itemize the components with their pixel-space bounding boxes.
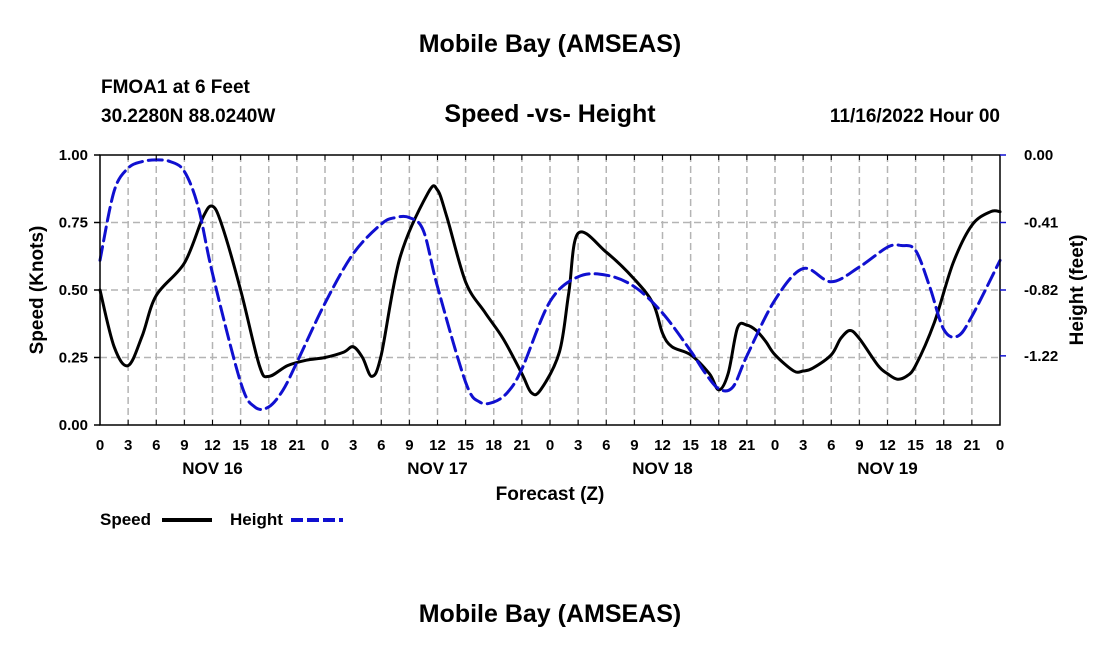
coordinates-label: 30.2280N 88.0240W bbox=[101, 106, 276, 127]
y2-tick-label: -1.22 bbox=[1024, 348, 1058, 365]
x-tick-label: 18 bbox=[935, 437, 952, 454]
y2-tick-label: -0.41 bbox=[1024, 215, 1058, 232]
x-tick-label: 21 bbox=[964, 437, 981, 454]
x-tick-label: 21 bbox=[289, 437, 306, 454]
legend-speed-label: Speed bbox=[100, 510, 151, 529]
x-tick-label: 0 bbox=[321, 437, 329, 454]
x-tick-label: 3 bbox=[574, 437, 582, 454]
x-tick-label: 21 bbox=[514, 437, 531, 454]
x-tick-label: 12 bbox=[429, 437, 446, 454]
x-tick-label: 3 bbox=[124, 437, 132, 454]
x-tick-label: 9 bbox=[405, 437, 413, 454]
forecast-datetime: 11/16/2022 Hour 00 bbox=[829, 106, 1000, 127]
x-tick-label: 12 bbox=[204, 437, 221, 454]
x-tick-label: 15 bbox=[907, 437, 924, 454]
x-tick-label: 9 bbox=[180, 437, 188, 454]
y2-axis-label: Height (feet) bbox=[1067, 235, 1088, 346]
speed-series-line bbox=[98, 184, 1002, 397]
x-tick-label: 15 bbox=[232, 437, 249, 454]
x-tick-label: 0 bbox=[546, 437, 554, 454]
x-tick-label: 3 bbox=[349, 437, 357, 454]
y-tick-label: 0.75 bbox=[59, 215, 88, 232]
bottom-title: Mobile Bay (AMSEAS) bbox=[418, 600, 682, 628]
x-tick-label: 0 bbox=[996, 437, 1004, 454]
legend-height-label: Height bbox=[230, 510, 283, 529]
y-axis-label: Speed (Knots) bbox=[27, 226, 48, 355]
x-tick-label: 6 bbox=[827, 437, 835, 454]
x-tick-label: 12 bbox=[654, 437, 671, 454]
x-tick-label: 9 bbox=[630, 437, 638, 454]
x-tick-label: 6 bbox=[602, 437, 610, 454]
chart-subtitle: Speed -vs- Height bbox=[444, 100, 656, 128]
x-tick-label: 0 bbox=[771, 437, 779, 454]
x-tick-label: 0 bbox=[96, 437, 104, 454]
x-tick-label: 21 bbox=[739, 437, 756, 454]
x-tick-label: 18 bbox=[485, 437, 502, 454]
x-tick-label: 9 bbox=[855, 437, 863, 454]
height-series-line bbox=[98, 158, 1002, 411]
legend: Speed Height bbox=[100, 510, 343, 529]
day-label: NOV 17 bbox=[407, 459, 467, 478]
x-tick-label: 15 bbox=[457, 437, 474, 454]
x-tick-label: 18 bbox=[710, 437, 727, 454]
y-tick-label: 1.00 bbox=[59, 147, 88, 164]
y2-tick-label: 0.00 bbox=[1024, 147, 1053, 164]
x-tick-label: 6 bbox=[377, 437, 385, 454]
y-tick-label: 0.00 bbox=[59, 417, 88, 434]
x-tick-label: 18 bbox=[260, 437, 277, 454]
station-label: FMOA1 at 6 Feet bbox=[101, 77, 250, 98]
y-tick-label: 0.25 bbox=[59, 350, 88, 367]
day-label: NOV 16 bbox=[182, 459, 242, 478]
y2-tick-label: -0.82 bbox=[1024, 282, 1058, 299]
day-label: NOV 19 bbox=[857, 459, 917, 478]
x-tick-label: 6 bbox=[152, 437, 160, 454]
x-tick-label: 15 bbox=[682, 437, 699, 454]
main-title: Mobile Bay (AMSEAS) bbox=[418, 30, 682, 58]
x-tick-label: 12 bbox=[879, 437, 896, 454]
y-tick-label: 0.50 bbox=[59, 282, 88, 299]
x-tick-label: 3 bbox=[799, 437, 807, 454]
day-label: NOV 18 bbox=[632, 459, 692, 478]
x-axis-label: Forecast (Z) bbox=[496, 484, 605, 505]
